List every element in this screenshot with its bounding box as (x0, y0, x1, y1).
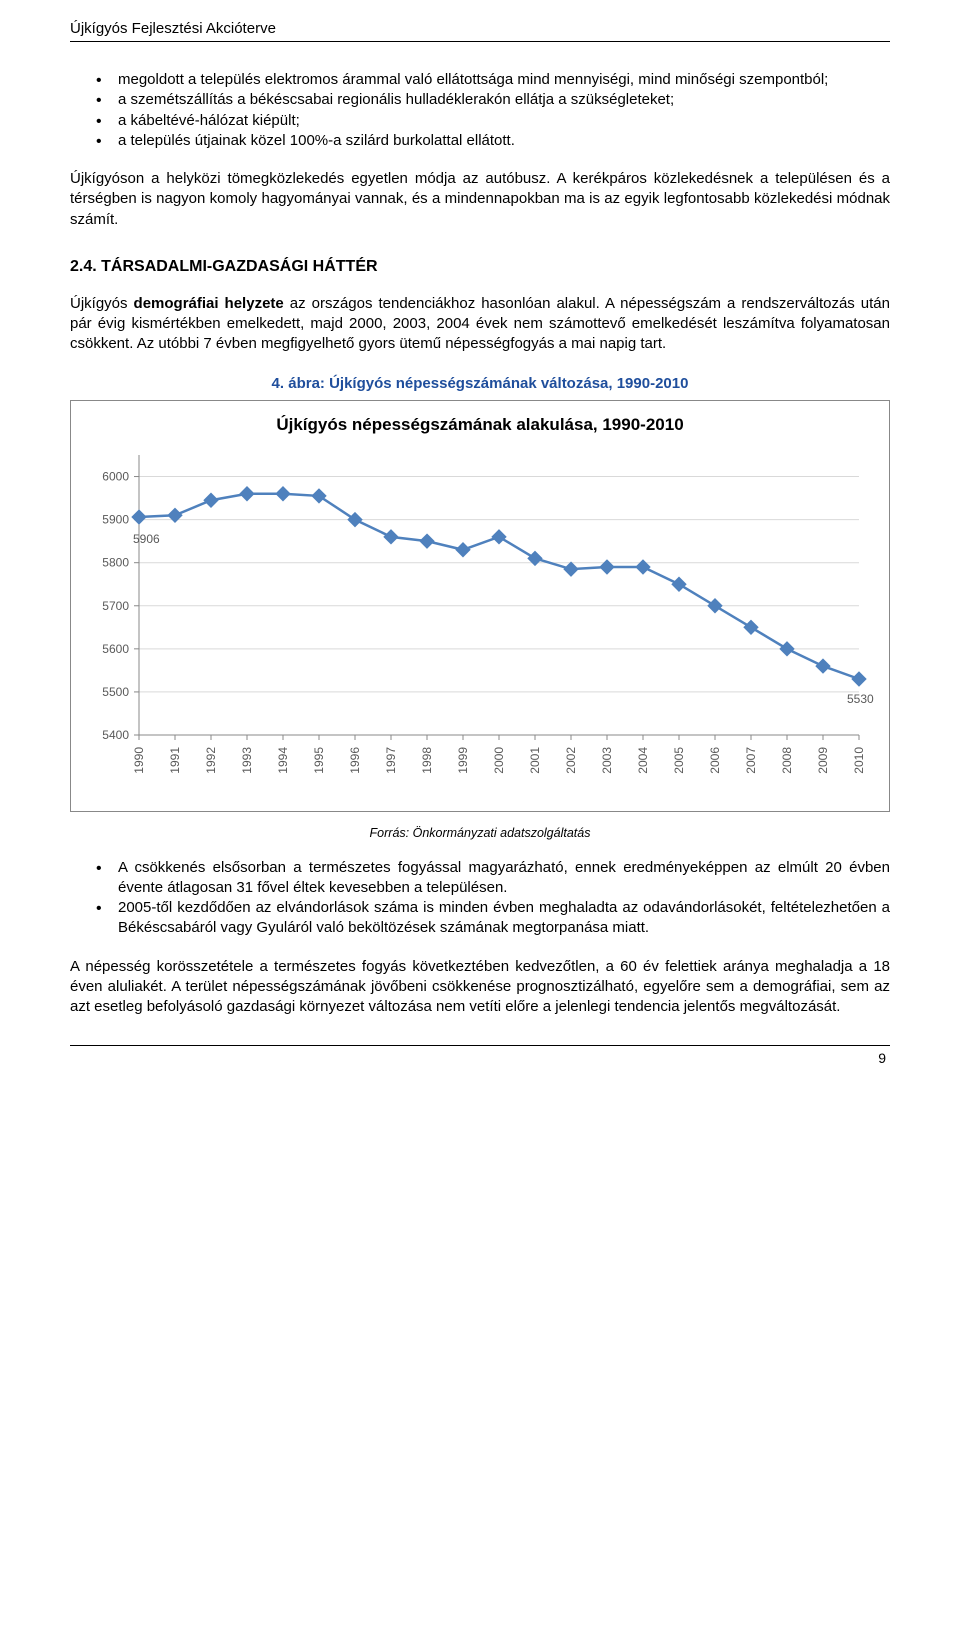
para2-prefix: Újkígyós (70, 295, 134, 312)
svg-text:2001: 2001 (528, 746, 542, 773)
paragraph-demographics: Újkígyós demográfiai helyzete az országo… (70, 294, 890, 355)
paragraph-age-structure: A népesség korösszetétele a természetes … (70, 957, 890, 1018)
chart-container: Újkígyós népességszámának alakulása, 199… (70, 400, 890, 812)
svg-text:2006: 2006 (708, 746, 722, 773)
svg-text:5530: 5530 (847, 692, 874, 706)
svg-text:5900: 5900 (102, 512, 129, 526)
svg-text:1993: 1993 (240, 746, 254, 773)
svg-text:2008: 2008 (780, 746, 794, 773)
list-item: A csökkenés elsősorban a természetes fog… (118, 858, 890, 899)
svg-text:1996: 1996 (348, 746, 362, 773)
svg-text:1994: 1994 (276, 746, 290, 773)
para2-bold: demográfiai helyzete (134, 295, 284, 312)
footer-rule (70, 1045, 890, 1046)
svg-text:1995: 1995 (312, 746, 326, 773)
svg-text:2004: 2004 (636, 746, 650, 773)
svg-text:2009: 2009 (816, 746, 830, 773)
list-item: megoldott a település elektromos árammal… (118, 70, 890, 90)
svg-text:2003: 2003 (600, 746, 614, 773)
paragraph-transport: Újkígyóson a helyközi tömegközlekedés eg… (70, 169, 890, 230)
svg-text:1999: 1999 (456, 746, 470, 773)
population-line-chart: 5400 5500 5600 5700 5800 5900 6000 1990 1991 1992… (71, 441, 889, 811)
svg-text:1997: 1997 (384, 746, 398, 773)
svg-text:2007: 2007 (744, 746, 758, 773)
svg-text:6000: 6000 (102, 469, 129, 483)
svg-text:5500: 5500 (102, 684, 129, 698)
section-heading: 2.4. TÁRSADALMI-GAZDASÁGI HÁTTÉR (70, 258, 890, 276)
svg-text:2010: 2010 (852, 746, 866, 773)
bullet-list-bottom: A csökkenés elsősorban a természetes fog… (70, 858, 890, 939)
svg-text:1998: 1998 (420, 746, 434, 773)
figure-caption: 4. ábra: Újkígyós népességszámának válto… (70, 375, 890, 392)
chart-title: Újkígyós népességszámának alakulása, 199… (71, 401, 889, 441)
svg-text:5600: 5600 (102, 641, 129, 655)
svg-text:1992: 1992 (204, 746, 218, 773)
page-number: 9 (70, 1050, 890, 1066)
list-item: a település útjainak közel 100%-a szilár… (118, 131, 890, 151)
doc-header-title: Újkígyós Fejlesztési Akcióterve (70, 20, 890, 37)
svg-text:2005: 2005 (672, 746, 686, 773)
svg-text:5400: 5400 (102, 728, 129, 742)
svg-text:5800: 5800 (102, 555, 129, 569)
bullet-list-top: megoldott a település elektromos árammal… (70, 70, 890, 151)
list-item: a szemétszállítás a békéscsabai regionál… (118, 90, 890, 110)
svg-text:5700: 5700 (102, 598, 129, 612)
svg-text:1991: 1991 (168, 746, 182, 773)
svg-text:1990: 1990 (132, 746, 146, 773)
list-item: a kábeltévé-hálózat kiépült; (118, 111, 890, 131)
svg-text:2000: 2000 (492, 746, 506, 773)
list-item: 2005-től kezdődően az elvándorlások szám… (118, 898, 890, 939)
svg-text:5906: 5906 (133, 532, 160, 546)
header-rule (70, 41, 890, 42)
svg-text:2002: 2002 (564, 746, 578, 773)
source-note: Forrás: Önkormányzati adatszolgáltatás (70, 826, 890, 840)
